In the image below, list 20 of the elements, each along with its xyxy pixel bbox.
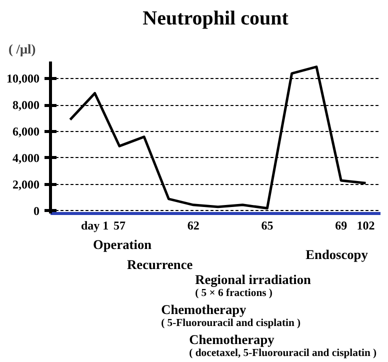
text: Endoscopy [306,247,368,262]
y-tick-label: 0 [34,204,40,218]
text: Chemotherapy ( docetaxel, 5-Fluorouracil and cisplatin ) [189,332,378,359]
x-tick-label: day 1 [80,218,109,232]
y-tick-label: 10,000 [6,72,40,86]
x-tick-label: 57 [113,218,126,232]
text: Chemotherapy ( 5-Fluorouracil and cisplatin ) [161,302,302,329]
y-tick-label: 2,000 [12,177,40,192]
y-tick-label: 4,000 [12,150,40,165]
text: Operation [93,237,152,252]
text: Regional irradiation ( 5 × 6 fractions ) [195,272,312,299]
chart-title: Neutrophil count [142,8,289,30]
x-tick-label: 102 [356,218,375,232]
y-tick-label: 6,000 [12,124,40,139]
y-axis-title: ( /μl) [8,42,36,56]
x-tick-label: 69 [335,218,348,232]
text: Recurrence [127,257,193,272]
x-tick-label: 65 [261,218,274,232]
x-tick-label: 62 [187,218,200,232]
y-tick-label: 8,000 [12,98,40,112]
